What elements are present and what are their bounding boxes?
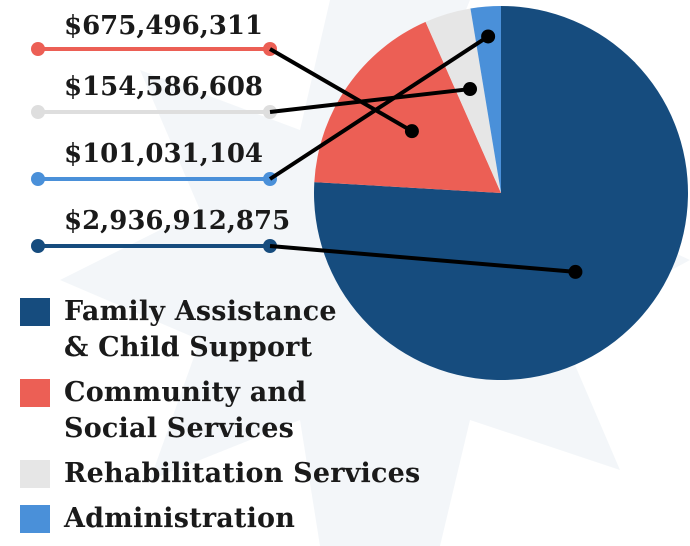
- leader-dot-administration: [481, 29, 496, 44]
- legend-swatch-family-assistance: [20, 298, 50, 326]
- leader-line-family-assistance: [269, 244, 576, 274]
- leader-line-administration: [268, 34, 490, 181]
- pie-slice-rehabilitation: [425, 8, 501, 194]
- leader-line-rehabilitation: [269, 87, 471, 114]
- value-label-family-assistance: $2,936,912,875: [64, 206, 290, 236]
- legend-item-rehabilitation: Rehabilitation Services: [20, 456, 420, 492]
- leader-dot-rehabilitation: [463, 82, 478, 97]
- leader-dot-family-assistance: [568, 264, 583, 279]
- legend-label-administration: Administration: [64, 503, 296, 534]
- value-label-community-social: $675,496,311: [64, 11, 263, 41]
- legend-label-community-social: Community and Social Services: [64, 377, 307, 444]
- leader-dot-community-social: [404, 124, 419, 139]
- legend-swatch-administration: [20, 505, 50, 533]
- callout-dot-administration-start: [31, 172, 45, 186]
- legend-item-administration: Administration: [20, 501, 420, 537]
- callout-dot-family-assistance-start: [31, 239, 45, 253]
- legend-swatch-community-social: [20, 379, 50, 407]
- legend-item-community-social: Community and Social Services: [20, 375, 420, 447]
- pie-slice-family-assistance: [314, 6, 689, 380]
- legend-item-family-assistance: Family Assistance & Child Support: [20, 294, 420, 366]
- legend: Family Assistance & Child Support Communi…: [20, 294, 420, 546]
- value-label-rehabilitation: $154,586,608: [64, 72, 263, 102]
- pie-slice-administration: [470, 6, 501, 193]
- legend-swatch-rehabilitation: [20, 460, 50, 488]
- callout-dot-community-social-start: [31, 42, 45, 56]
- leader-line-community-social: [268, 47, 413, 133]
- legend-label-rehabilitation: Rehabilitation Services: [64, 458, 421, 489]
- legend-label-family-assistance: Family Assistance & Child Support: [64, 296, 337, 363]
- pie-slice-community-social: [314, 21, 501, 193]
- value-label-administration: $101,031,104: [64, 139, 263, 169]
- callout-dot-rehabilitation-start: [31, 105, 45, 119]
